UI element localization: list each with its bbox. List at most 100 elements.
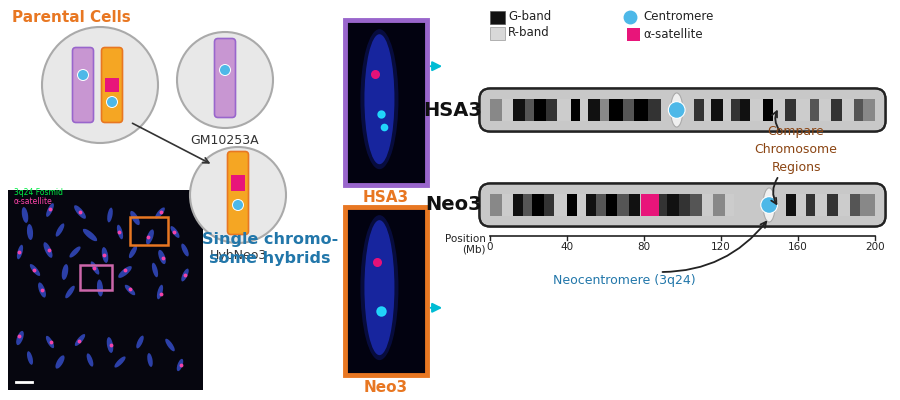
- Text: HSA3: HSA3: [423, 100, 482, 120]
- Text: Centromere: Centromere: [643, 10, 714, 24]
- Text: 80: 80: [637, 242, 651, 252]
- Ellipse shape: [166, 339, 175, 351]
- Ellipse shape: [107, 208, 112, 222]
- Bar: [8, 190, 203, 390]
- Bar: [589, 99, 599, 121]
- Text: 3q24 Fosmid: 3q24 Fosmid: [14, 188, 63, 197]
- Bar: [704, 99, 711, 121]
- Bar: [130, 217, 168, 245]
- Bar: [690, 194, 702, 216]
- Ellipse shape: [114, 356, 126, 368]
- Bar: [544, 194, 554, 216]
- FancyBboxPatch shape: [228, 152, 248, 234]
- Text: G-band: G-band: [508, 10, 551, 24]
- Text: 200: 200: [865, 242, 885, 252]
- Bar: [501, 194, 513, 216]
- Bar: [80, 265, 112, 290]
- Bar: [513, 99, 525, 121]
- Bar: [628, 194, 640, 216]
- Text: HSA3: HSA3: [363, 190, 410, 205]
- Circle shape: [42, 27, 158, 143]
- Bar: [731, 99, 740, 121]
- Bar: [623, 99, 634, 121]
- Bar: [827, 194, 839, 216]
- Bar: [617, 194, 628, 216]
- Ellipse shape: [117, 225, 123, 239]
- Ellipse shape: [102, 247, 108, 263]
- Bar: [787, 194, 796, 216]
- FancyBboxPatch shape: [102, 48, 122, 122]
- Ellipse shape: [27, 224, 33, 240]
- Bar: [724, 194, 734, 216]
- Circle shape: [106, 96, 118, 108]
- Bar: [815, 194, 827, 216]
- Ellipse shape: [152, 263, 158, 277]
- Ellipse shape: [27, 351, 33, 365]
- Text: Neo3: Neo3: [364, 380, 408, 395]
- Bar: [580, 99, 589, 121]
- Ellipse shape: [136, 336, 144, 348]
- Ellipse shape: [155, 208, 165, 218]
- Bar: [796, 194, 806, 216]
- Bar: [854, 99, 863, 121]
- Ellipse shape: [69, 246, 81, 258]
- Bar: [641, 194, 659, 216]
- Ellipse shape: [16, 331, 23, 345]
- Ellipse shape: [91, 261, 99, 275]
- Text: Compare
Chromosome
Regions: Compare Chromosome Regions: [754, 125, 838, 174]
- Bar: [796, 99, 810, 121]
- Bar: [634, 99, 648, 121]
- Bar: [609, 99, 623, 121]
- Bar: [586, 194, 596, 216]
- Text: Neocentromere (3q24): Neocentromere (3q24): [554, 274, 696, 287]
- Circle shape: [232, 200, 244, 210]
- Bar: [345, 20, 427, 185]
- Circle shape: [190, 147, 286, 243]
- Ellipse shape: [670, 93, 683, 127]
- Ellipse shape: [176, 359, 184, 371]
- Ellipse shape: [118, 266, 131, 278]
- Bar: [714, 194, 724, 216]
- Ellipse shape: [130, 211, 140, 225]
- Circle shape: [669, 102, 685, 118]
- Bar: [533, 194, 544, 216]
- Ellipse shape: [146, 230, 154, 244]
- Bar: [810, 99, 819, 121]
- FancyBboxPatch shape: [73, 48, 94, 122]
- Ellipse shape: [157, 285, 163, 299]
- Ellipse shape: [46, 203, 54, 217]
- Bar: [785, 99, 796, 121]
- Bar: [679, 194, 690, 216]
- Ellipse shape: [181, 244, 189, 256]
- Ellipse shape: [56, 355, 65, 369]
- Text: Neo3: Neo3: [426, 196, 482, 214]
- Bar: [490, 99, 501, 121]
- FancyBboxPatch shape: [480, 184, 886, 226]
- Circle shape: [177, 32, 273, 128]
- Text: α-satellite: α-satellite: [14, 197, 53, 206]
- Bar: [667, 194, 679, 216]
- Ellipse shape: [97, 280, 104, 296]
- Bar: [490, 11, 505, 24]
- Bar: [850, 194, 859, 216]
- Bar: [763, 99, 773, 121]
- Bar: [231, 175, 245, 191]
- Bar: [596, 194, 606, 216]
- Ellipse shape: [62, 264, 68, 280]
- Text: 120: 120: [711, 242, 731, 252]
- Ellipse shape: [158, 250, 166, 264]
- Ellipse shape: [22, 207, 28, 223]
- Text: Position: Position: [446, 234, 486, 244]
- Bar: [105, 78, 119, 92]
- Ellipse shape: [364, 34, 394, 164]
- Circle shape: [760, 197, 778, 213]
- Bar: [490, 27, 505, 40]
- Bar: [606, 194, 617, 216]
- Bar: [711, 99, 723, 121]
- Bar: [571, 99, 580, 121]
- Circle shape: [220, 64, 230, 76]
- Ellipse shape: [763, 188, 775, 222]
- Bar: [860, 194, 875, 216]
- Text: Single chromo-
some hybrids: Single chromo- some hybrids: [202, 232, 338, 266]
- Bar: [750, 99, 763, 121]
